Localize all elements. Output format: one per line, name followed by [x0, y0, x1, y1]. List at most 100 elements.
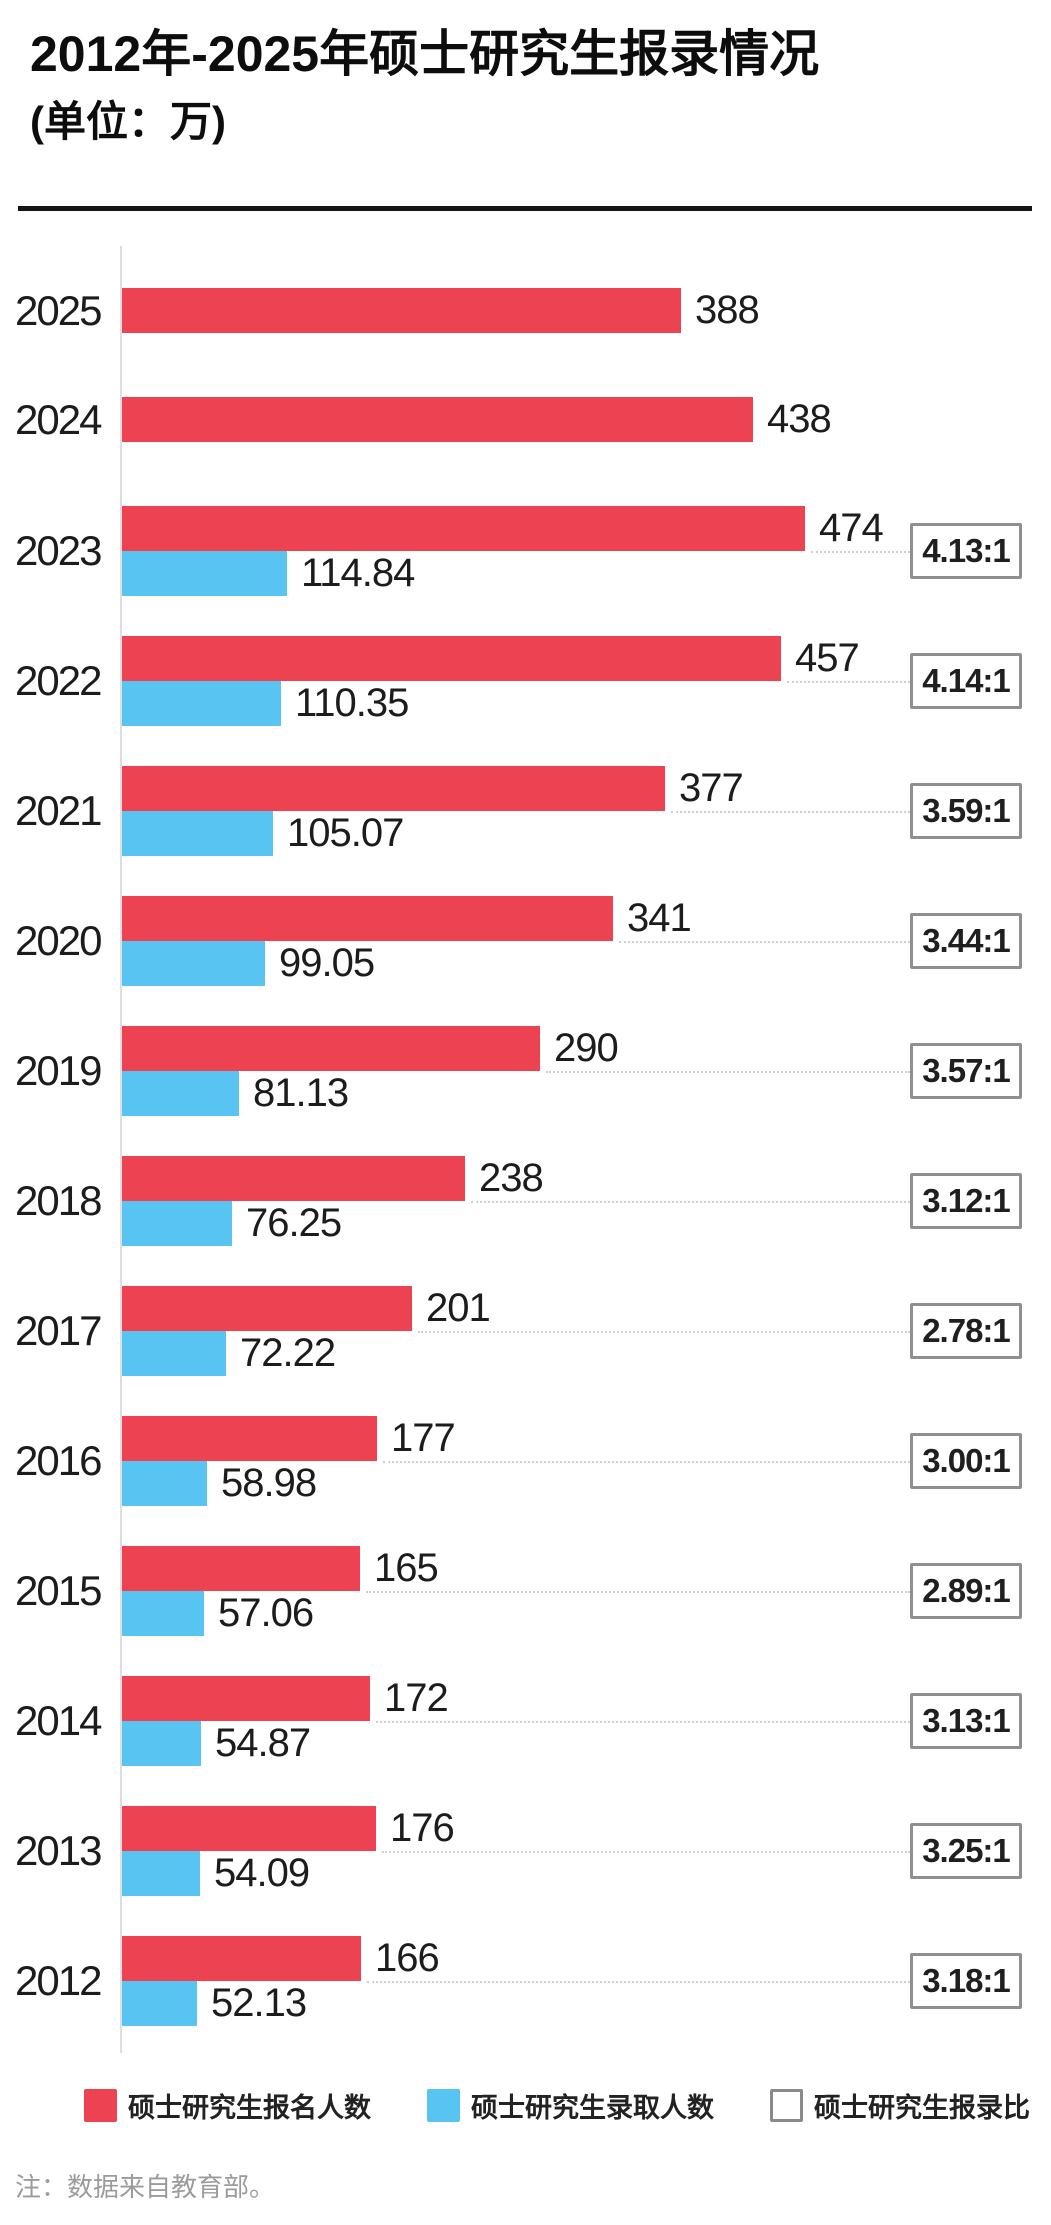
applicants-value: 341	[627, 896, 692, 940]
year-label: 2015	[15, 1567, 102, 1614]
year-label: 2018	[15, 1177, 102, 1224]
admitted-bar	[122, 1331, 226, 1376]
applicants-value: 166	[375, 1936, 440, 1980]
admitted-value: 99.05	[279, 941, 375, 985]
year-label: 2012	[15, 1957, 102, 2004]
year-label: 2019	[15, 1047, 102, 1094]
admitted-value: 57.06	[218, 1591, 314, 1635]
applicants-value: 474	[819, 506, 884, 550]
applicants-bar	[122, 1416, 377, 1461]
applicants-bar-line: 177	[122, 1416, 1051, 1461]
applicants-bar-line: 474	[122, 506, 1051, 551]
ratio-connector-line	[671, 811, 910, 813]
applicants-value: 201	[426, 1286, 491, 1330]
ratio-connector-line	[383, 1461, 910, 1463]
unit-subtitle: (单位：万)	[30, 98, 226, 145]
year-label: 2016	[15, 1437, 102, 1484]
admitted-value: 110.35	[295, 681, 409, 725]
applicants-bar-line: 165	[122, 1546, 1051, 1591]
ratio-connector-line	[619, 941, 910, 943]
chart-row: 2012 166 52.13 3.18:1	[15, 1936, 1051, 2026]
applicants-value: 176	[390, 1806, 455, 1850]
ratio-value: 3.59:1	[922, 792, 1011, 829]
chart-row: 2013 176 54.09 3.25:1	[15, 1806, 1051, 1896]
admitted-bar-line: 54.09	[122, 1851, 1051, 1896]
ratio-value: 2.78:1	[922, 1312, 1011, 1349]
applicants-bar-line: 290	[122, 1026, 1051, 1071]
applicants-value: 457	[795, 636, 860, 680]
ratio-value: 3.57:1	[922, 1052, 1011, 1089]
ratio-value: 3.13:1	[922, 1702, 1011, 1739]
admitted-bar	[122, 941, 265, 986]
ratio-box: 3.12:1	[910, 1173, 1022, 1229]
ratio-connector-line	[811, 551, 910, 553]
ratio-connector-line	[471, 1201, 910, 1203]
applicants-bar-line: 201	[122, 1286, 1051, 1331]
applicants-bar	[122, 1546, 360, 1591]
admitted-bar-line: 99.05	[122, 941, 1051, 986]
applicants-value: 377	[679, 766, 744, 810]
source-note: 注：数据来自教育部。	[15, 2172, 276, 2202]
admitted-bar	[122, 1981, 197, 2026]
applicants-value: 290	[554, 1026, 619, 1070]
ratio-value: 3.00:1	[922, 1442, 1011, 1479]
admitted-bar	[122, 1851, 200, 1896]
ratio-connector-line	[787, 681, 910, 683]
applicants-bar	[122, 1286, 412, 1331]
applicants-bar-line: 438	[122, 397, 1051, 442]
legend-item: 硕士研究生录取人数	[427, 2086, 714, 2125]
applicants-value: 388	[695, 288, 760, 332]
admitted-bar	[122, 811, 273, 856]
admitted-bar-line: 110.35	[122, 681, 1051, 726]
page-title: 2012年-2025年硕士研究生报录情况	[30, 26, 820, 82]
chart-rows: 2025 388 2024 438 2023 474 114.84 4.13:1 2022 457…	[15, 287, 1051, 2026]
applicants-bar	[122, 288, 681, 333]
chart-row: 2014 172 54.87 3.13:1	[15, 1676, 1051, 1766]
applicants-value: 238	[479, 1156, 544, 1200]
chart-row: 2023 474 114.84 4.13:1	[15, 506, 1051, 596]
ratio-value: 4.13:1	[922, 532, 1011, 569]
admitted-bar-line: 114.84	[122, 551, 1051, 596]
chart-row: 2015 165 57.06 2.89:1	[15, 1546, 1051, 1636]
applicants-bar-line: 377	[122, 766, 1051, 811]
legend-label: 硕士研究生报录比	[814, 2093, 1030, 2123]
ratio-value: 3.44:1	[922, 922, 1011, 959]
ratio-box: 2.78:1	[910, 1303, 1022, 1359]
chart-row: 2016 177 58.98 3.00:1	[15, 1416, 1051, 1506]
applicants-value: 172	[384, 1676, 449, 1720]
chart-header: 2012年-2025年硕士研究生报录情况 (单位：万)	[0, 0, 1051, 146]
chart-row: 2022 457 110.35 4.14:1	[15, 636, 1051, 726]
applicants-bar	[122, 1676, 370, 1721]
ratio-box: 2.89:1	[910, 1563, 1022, 1619]
applicants-bar-line: 457	[122, 636, 1051, 681]
admitted-value: 54.09	[214, 1851, 310, 1895]
admitted-bar-line: 105.07	[122, 811, 1051, 856]
applicants-bar-line: 388	[122, 288, 1051, 333]
year-label: 2022	[15, 657, 102, 704]
ratio-box: 3.18:1	[910, 1953, 1022, 2009]
admitted-bar	[122, 1201, 232, 1246]
ratio-connector-line	[382, 1851, 910, 1853]
legend-label: 硕士研究生录取人数	[471, 2093, 714, 2123]
ratio-value: 3.12:1	[922, 1182, 1011, 1219]
admitted-bar	[122, 551, 287, 596]
admitted-bar	[122, 1591, 204, 1636]
ratio-box: 3.13:1	[910, 1693, 1022, 1749]
admitted-bar	[122, 1071, 239, 1116]
year-label: 2020	[15, 917, 102, 964]
bar-chart: 2025 388 2024 438 2023 474 114.84 4.13:1 2022 457…	[0, 211, 1051, 2053]
applicants-bar	[122, 766, 665, 811]
ratio-box: 4.13:1	[910, 523, 1022, 579]
admitted-bar	[122, 1721, 201, 1766]
year-label: 2017	[15, 1307, 102, 1354]
legend-item: 硕士研究生报录比	[770, 2086, 1030, 2125]
applicants-bar	[122, 1806, 376, 1851]
admitted-value: 58.98	[221, 1461, 317, 1505]
applicants-bar	[122, 1936, 361, 1981]
header-divider	[18, 206, 1032, 211]
admitted-bar-line: 54.87	[122, 1721, 1051, 1766]
applicants-bar	[122, 506, 805, 551]
applicants-bar-line: 341	[122, 896, 1051, 941]
chart-row: 2025 388	[15, 287, 1051, 334]
chart-row: 2017 201 72.22 2.78:1	[15, 1286, 1051, 1376]
